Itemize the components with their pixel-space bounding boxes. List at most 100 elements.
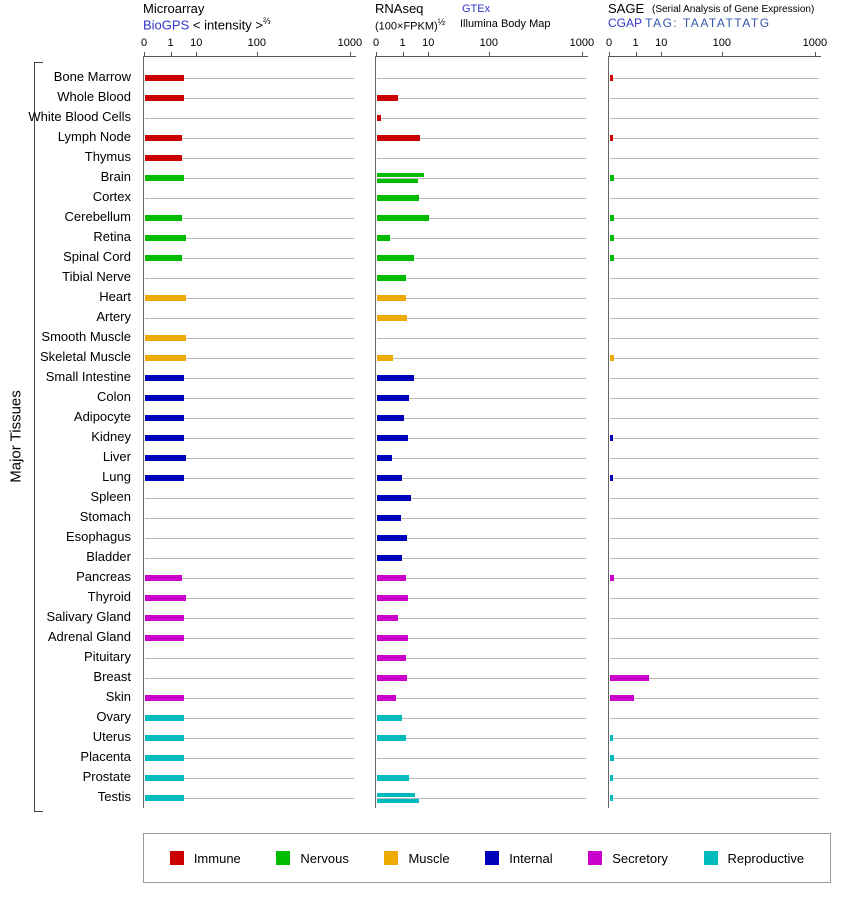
expression-bar <box>377 173 424 177</box>
expression-bar <box>377 775 409 781</box>
expression-bar <box>145 715 184 721</box>
tissue-row <box>144 548 356 568</box>
expression-bar <box>377 235 390 241</box>
row-baseline <box>610 558 819 559</box>
row-baseline <box>377 598 586 599</box>
row-baseline <box>377 618 586 619</box>
row-baseline <box>377 638 586 639</box>
axis-tick-label: 100 <box>247 37 267 49</box>
row-baseline <box>145 198 354 199</box>
panel-sage: 0 1 10 100 1000 <box>606 37 827 808</box>
tissue-row <box>609 208 821 228</box>
tissue-row <box>144 88 356 108</box>
row-baseline <box>377 178 586 179</box>
tissue-label: Colon <box>97 389 131 404</box>
gtex-link[interactable]: GTEx <box>462 3 491 15</box>
tissue-row <box>609 248 821 268</box>
tissue-label: Stomach <box>79 509 131 524</box>
tissue-row <box>376 628 588 648</box>
tissue-row <box>376 368 588 388</box>
sage-subheader: CGAP TAG: TAATATTATG <box>608 16 771 30</box>
row-baseline <box>145 98 354 99</box>
tissue-row <box>144 588 356 608</box>
tissue-row <box>144 568 356 588</box>
row-baseline <box>377 558 586 559</box>
row-baseline <box>145 478 354 479</box>
row-baseline <box>377 498 586 499</box>
axis-tick <box>488 52 490 57</box>
tissue-label: Ovary <box>96 709 131 724</box>
legend-swatch <box>485 851 500 865</box>
tissue-row <box>609 528 821 548</box>
tissue-row <box>609 148 821 168</box>
tissue-labels: Bone Marrow Whole Blood White Blood Cells L… <box>0 67 138 807</box>
axis-tick <box>376 52 377 57</box>
expression-bar <box>610 795 613 801</box>
tissue-label: Retina <box>93 229 131 244</box>
tissue-row <box>144 668 356 688</box>
tissue-row <box>609 228 821 248</box>
tissue-row <box>144 428 356 448</box>
expression-bar <box>610 175 614 181</box>
row-baseline <box>145 578 354 579</box>
legend-entry: Muscle <box>384 851 450 866</box>
legend-entry: Immune <box>169 851 241 866</box>
row-baseline <box>377 298 586 299</box>
tissue-row <box>609 348 821 368</box>
expression-bar <box>377 355 393 361</box>
expression-bar <box>145 395 184 401</box>
tissue-row <box>376 448 588 468</box>
cgap-link[interactable]: CGAP <box>608 16 642 30</box>
legend-entry: Internal <box>485 850 553 866</box>
expression-bar <box>145 615 184 621</box>
expression-bar <box>145 215 182 221</box>
tissue-row <box>609 768 821 788</box>
axis-tick-label: 0 <box>140 37 148 49</box>
sage-title: SAGE <box>608 1 645 16</box>
tissue-label: Liver <box>102 449 131 464</box>
axis-tick-label: 100 <box>712 37 732 49</box>
tissue-row <box>144 608 356 628</box>
row-baseline <box>610 638 819 639</box>
expression-bar <box>377 255 414 261</box>
tissue-label: Esophagus <box>65 529 131 544</box>
major-tissues-bracket <box>34 62 43 812</box>
tissue-row <box>609 588 821 608</box>
expression-bar <box>377 735 406 741</box>
biogps-link[interactable]: BioGPS <box>143 17 190 33</box>
expression-bar <box>377 115 381 121</box>
row-baseline <box>145 678 354 679</box>
row-baseline <box>377 478 586 479</box>
expression-bar <box>377 295 406 301</box>
tissue-row <box>144 788 356 808</box>
axis-tick <box>349 52 351 57</box>
row-baseline <box>145 378 354 379</box>
expression-bar <box>610 735 613 741</box>
expression-bar <box>377 455 392 461</box>
row-baseline <box>145 338 354 339</box>
tissue-row <box>376 68 588 88</box>
tissue-row <box>376 248 588 268</box>
expression-bar <box>610 135 613 141</box>
expression-bar <box>377 395 409 401</box>
axis-tick <box>170 52 172 57</box>
legend-label: Internal <box>509 850 553 866</box>
row-baseline <box>377 138 586 139</box>
tissue-row <box>609 708 821 728</box>
row-baseline <box>610 718 819 719</box>
tissue-row <box>144 388 356 408</box>
tissue-row <box>376 568 588 588</box>
expression-bar <box>145 595 186 601</box>
tissue-row <box>144 728 356 748</box>
tissue-row <box>144 108 356 128</box>
tissue-label: Cerebellum <box>64 209 131 224</box>
tissue-row <box>376 648 588 668</box>
expression-bar <box>377 95 398 101</box>
row-baseline <box>145 218 354 219</box>
expression-bar <box>610 355 614 361</box>
tissue-label: Lymph Node <box>57 129 131 144</box>
expression-bar <box>145 635 184 641</box>
axis-tick-label: 10 <box>422 37 435 49</box>
tissue-label: Tibial Nerve <box>62 269 131 284</box>
row-baseline <box>145 78 354 79</box>
